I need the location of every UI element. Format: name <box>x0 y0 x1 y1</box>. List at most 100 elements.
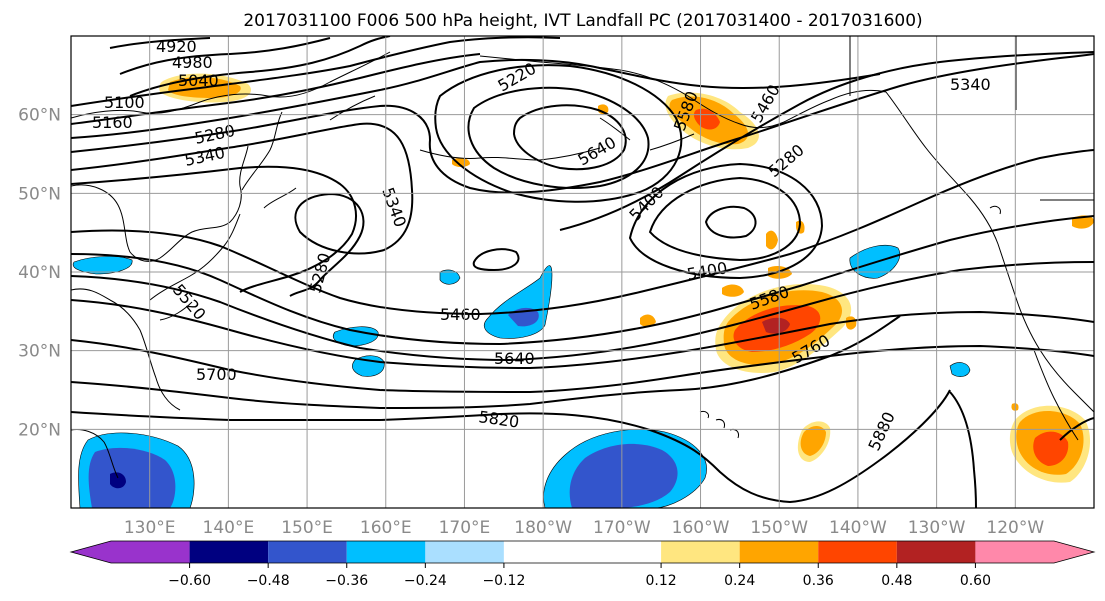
contour-5340-upper <box>71 122 414 297</box>
contour-5220-upper <box>71 58 881 139</box>
colorbar-swatch <box>111 541 190 563</box>
contour-label-5100: 5100 <box>104 93 145 112</box>
colorbar-tick-label: −0.24 <box>404 573 447 589</box>
longitude-label: 180°W <box>514 518 572 538</box>
longitude-label: 130°E <box>124 518 176 538</box>
latitude-label: 20°N <box>18 420 61 440</box>
ivt-anomaly-blue-west1 <box>332 326 379 347</box>
colorbar-swatch <box>896 541 976 563</box>
gridlines <box>71 36 1094 508</box>
contour-4980 <box>119 37 331 75</box>
contour-5040 <box>129 36 391 97</box>
colorbar-tick-label: 0.48 <box>881 573 912 589</box>
longitude-label: 160°E <box>360 518 412 538</box>
colorbar-swatch <box>975 541 1054 563</box>
colorbar-swatch <box>268 541 347 563</box>
ivt-anomaly-darkred-subtropical-ar <box>762 317 790 334</box>
longitude-label: 120°W <box>986 518 1044 538</box>
latitude-label: 30°N <box>18 342 61 362</box>
contour-5220-cutoff <box>704 205 757 239</box>
ivt-anomaly-navy-south-westpacific <box>110 472 126 489</box>
longitude-label: 140°E <box>203 518 255 538</box>
ivt-anomaly-darkblue-south-westpacific <box>88 447 176 508</box>
colorbar-swatch <box>739 541 819 563</box>
longitude-label: 170°E <box>439 518 491 538</box>
contour-5700 <box>71 339 1094 394</box>
ivt-anomaly-red-east <box>1033 431 1069 466</box>
border-canada-us <box>849 36 1094 201</box>
colorbar-tick-label: −0.36 <box>325 573 368 589</box>
contour-5400-ring <box>472 248 520 272</box>
figure-title: 2017031100 F006 500 hPa height, IVT Land… <box>243 11 922 31</box>
contour-label-5640: 5640 <box>494 349 535 368</box>
contour-label-5340-east: 5340 <box>950 75 991 94</box>
colorbar-swatch <box>189 541 269 563</box>
latitude-label: 40°N <box>18 263 61 283</box>
contour-5220-low <box>434 64 683 203</box>
ivt-anomaly-orange-small2 <box>640 314 656 327</box>
contour-5400-trough <box>71 165 357 293</box>
contour-label-5700: 5700 <box>196 365 237 384</box>
ivt-anomaly-blue-nwpacific <box>439 269 461 285</box>
coastline-northamerica <box>885 91 1094 413</box>
ivt-anomaly-darkblue-south-central <box>569 443 678 508</box>
contour-5580 <box>71 261 1094 362</box>
contour-5280-upper <box>71 53 1094 194</box>
colorbar-swatch <box>818 541 897 563</box>
colorbar-tick-label: 0.24 <box>724 573 755 589</box>
ivt-anomaly-blue-japan <box>72 256 133 275</box>
colorbar-extend-min <box>71 541 111 563</box>
colorbar-tick-label: 0.36 <box>803 573 834 589</box>
colorbar: −0.60 −0.48 −0.36 −0.24 −0.12 0.12 0.24 0.36 0.4… <box>69 540 1096 589</box>
contour-label-5160: 5160 <box>92 113 133 132</box>
latitude-labels: 60°N 50°N 40°N 30°N 20°N <box>18 106 61 441</box>
contour-5820 <box>71 389 951 504</box>
coastline-siberia <box>71 51 391 121</box>
ivt-anomaly-orange-small1 <box>722 284 744 297</box>
contour-5100 <box>71 36 561 107</box>
contour-label-4980: 4980 <box>172 53 213 72</box>
longitude-label: 130°W <box>908 518 966 538</box>
longitude-label: 140°W <box>829 518 887 538</box>
contour-5100-low <box>512 104 627 171</box>
contour-5160-low <box>467 86 650 189</box>
contour-5340-cutoff <box>628 162 824 280</box>
coastline-aleutians <box>419 147 601 161</box>
map-panel: 4920 4980 5040 5100 5160 5220 5280 5340 … <box>18 35 1095 538</box>
longitude-label: 150°W <box>750 518 808 538</box>
colorbar-outline <box>69 540 1096 564</box>
latitude-label: 60°N <box>18 106 61 126</box>
contour-label-5040: 5040 <box>178 71 219 90</box>
colorbar-swatch <box>661 541 740 563</box>
contour-5640 <box>71 299 1094 370</box>
colorbar-tick-label: −0.12 <box>482 573 525 589</box>
colorbar-tick-label: −0.48 <box>247 573 290 589</box>
contour-5880 <box>949 391 1094 508</box>
longitude-label: 170°W <box>593 518 651 538</box>
contour-5400-east <box>559 51 1094 231</box>
longitude-label: 150°E <box>281 518 333 538</box>
ivt-negative-anomalies <box>72 245 971 508</box>
coastline-alaska <box>479 55 887 151</box>
colorbar-tick-label: 0.12 <box>645 573 676 589</box>
ivt-anomaly-blue-west-coast <box>949 362 971 377</box>
contour-5520 <box>71 215 1094 346</box>
colorbar-swatch <box>425 541 504 563</box>
contour-5760 <box>71 315 901 410</box>
contour-5280-cutoff <box>648 176 802 262</box>
map-frame <box>70 35 1095 509</box>
ivt-anomaly-orange-small3 <box>766 230 778 250</box>
contour-label-5460: 5460 <box>440 305 481 324</box>
longitude-labels: 130°E 140°E 150°E 160°E 170°E 180°W 170°W 160°W… <box>124 518 1045 538</box>
contour-5460 <box>71 149 1094 316</box>
colorbar-swatch <box>503 541 662 563</box>
longitude-label: 160°W <box>672 518 730 538</box>
contour-label-4920: 4920 <box>156 37 197 56</box>
colorbar-tick-label: 0.60 <box>960 573 991 589</box>
ivt-anomaly-orange-south <box>800 426 826 456</box>
contour-4920 <box>109 37 211 49</box>
ivt-anomaly-orange-small7 <box>452 157 470 167</box>
colorbar-swatch <box>346 541 426 563</box>
height-contours <box>71 36 1094 508</box>
